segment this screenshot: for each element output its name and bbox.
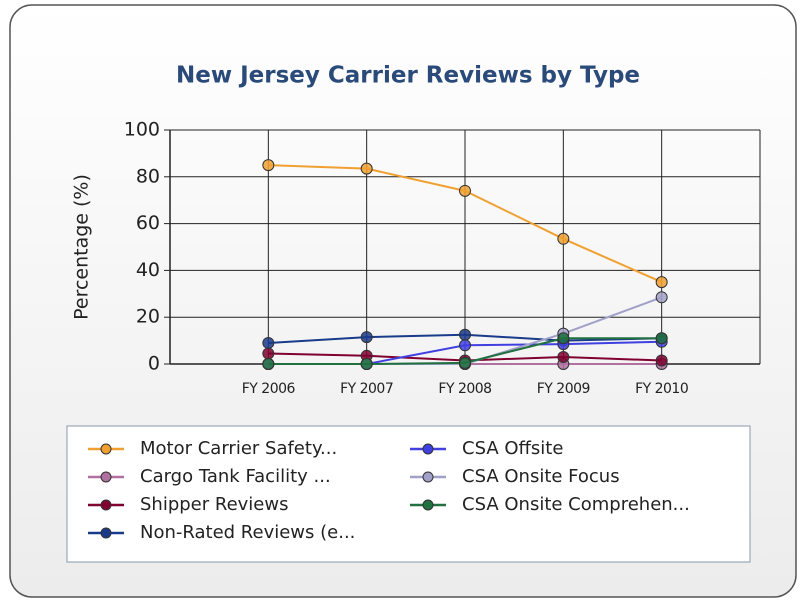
point	[262, 347, 275, 360]
chart-title: New Jersey Carrier Reviews by Type	[176, 63, 640, 89]
point	[459, 339, 471, 352]
legend-marker	[100, 499, 112, 511]
x-tick-label: FY 2006	[242, 381, 296, 397]
y-tick-label: 0	[148, 353, 160, 375]
legend	[66, 425, 751, 563]
legend-marker	[422, 499, 434, 511]
point	[459, 328, 471, 341]
point	[655, 354, 668, 367]
point	[262, 336, 275, 349]
legend-marker	[100, 527, 112, 539]
legend-marker	[100, 443, 112, 455]
x-tick-label: FY 2008	[438, 381, 491, 397]
legend-label: CSA Onsite Comprehen...	[462, 494, 690, 515]
point	[459, 184, 471, 197]
point	[262, 358, 275, 370]
point	[262, 159, 275, 172]
point	[557, 232, 570, 245]
y-tick-label: 100	[124, 119, 160, 141]
y-tick-label: 40	[136, 259, 160, 281]
x-tick-label: FY 2010	[635, 381, 688, 397]
legend-label: Cargo Tank Facility ...	[140, 466, 331, 487]
point	[655, 332, 668, 345]
legend-marker	[422, 443, 434, 455]
legend-label: Non-Rated Reviews (e...	[140, 522, 355, 543]
legend-marker	[100, 471, 112, 483]
point	[557, 350, 570, 363]
point	[655, 291, 668, 304]
legend-marker	[422, 471, 434, 483]
legend-label: Shipper Reviews	[140, 494, 288, 515]
point	[557, 332, 570, 345]
point	[360, 358, 373, 370]
legend-label: CSA Onsite Focus	[462, 466, 620, 487]
point	[360, 162, 373, 175]
y-tick-label: 20	[136, 306, 160, 328]
point	[655, 276, 668, 289]
point	[459, 356, 471, 369]
x-tick-label: FY 2009	[537, 381, 590, 397]
y-tick-label: 60	[136, 212, 160, 234]
legend-label: Motor Carrier Safety...	[140, 438, 337, 459]
y-tick-label: 80	[136, 165, 160, 187]
x-tick-label: FY 2007	[340, 381, 393, 397]
point	[360, 331, 373, 344]
y-axis-label: Percentage (%)	[71, 174, 93, 320]
legend-label: CSA Offsite	[462, 438, 563, 459]
